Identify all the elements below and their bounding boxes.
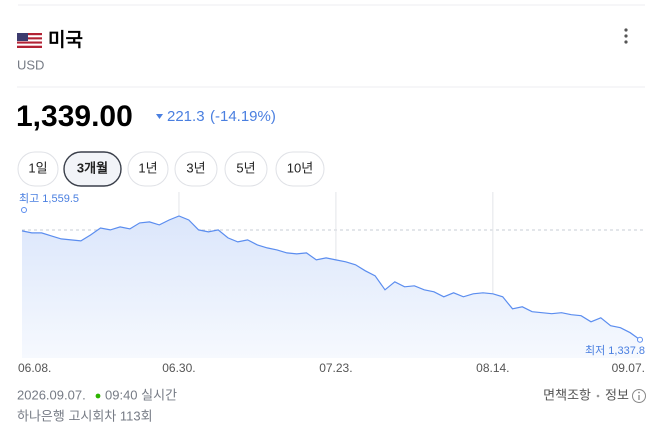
time: 09:40 실시간	[105, 387, 177, 402]
tab-label[interactable]: 3년	[186, 160, 205, 175]
high-marker	[21, 207, 27, 213]
high-label: 최고 1,559.5	[19, 192, 79, 205]
down-arrow	[156, 114, 163, 119]
line	[21, 215, 641, 341]
x-tick-label: 08.14.	[476, 361, 509, 375]
tab[interactable]	[63, 151, 122, 187]
info-icon[interactable]	[632, 389, 646, 403]
tab[interactable]	[127, 151, 169, 187]
x-tick-label: 09.07.	[612, 361, 645, 375]
currency-code: USD	[17, 57, 44, 72]
tab[interactable]	[174, 151, 218, 187]
tab-label[interactable]: 1일	[28, 160, 47, 175]
separator	[596, 394, 600, 398]
menu-button[interactable]	[624, 28, 628, 44]
info-link[interactable]: 정보	[605, 387, 629, 402]
area	[22, 216, 640, 358]
price: 1,339.00	[16, 100, 133, 133]
tab[interactable]	[17, 151, 59, 187]
x-tick-label: 06.30.	[162, 361, 195, 375]
country-title: 미국	[48, 29, 83, 51]
low-label: 최저 1,337.8	[585, 344, 645, 357]
change-rate: (-14.19%)	[210, 108, 276, 125]
x-tick-label: 07.23.	[319, 361, 352, 375]
flag	[17, 33, 42, 48]
disclaimer-link[interactable]: 면책조항	[543, 387, 591, 402]
tab-label[interactable]: 5년	[236, 160, 255, 175]
tab-label[interactable]: 10년	[287, 160, 313, 175]
chart: 06.08. 06.30. 07.23. 08.14. 09.07. 최고 1,559.5…	[18, 192, 645, 375]
date: 2026.09.07.	[17, 387, 86, 402]
tab-label[interactable]: 1년	[138, 160, 157, 175]
source: 하나은행 고시회차 113회	[17, 408, 153, 423]
low-marker	[637, 336, 643, 343]
live-dot	[95, 393, 101, 399]
change: 221.3	[167, 108, 205, 125]
tab-label[interactable]: 3개월	[77, 160, 108, 175]
tabs: 1일 3개월 1년 3년 5년 10년	[17, 151, 325, 187]
tab[interactable]	[275, 151, 325, 187]
tab[interactable]	[224, 151, 268, 187]
x-tick-label: 06.08.	[18, 361, 51, 375]
